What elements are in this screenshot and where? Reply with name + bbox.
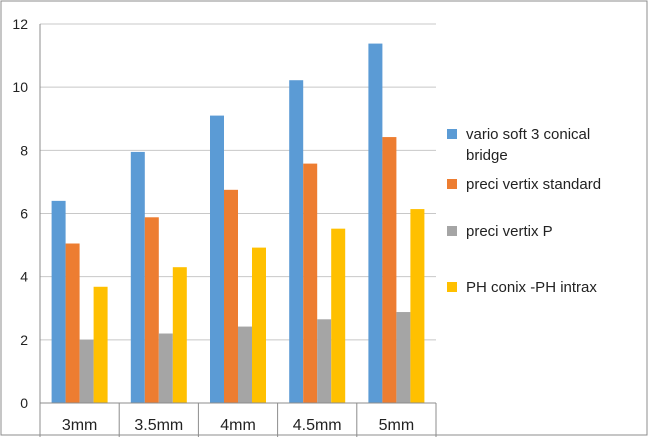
bar-3mm-series-4 xyxy=(93,286,108,403)
y-tick-labels: 0 2 4 6 8 10 12 xyxy=(12,16,28,411)
bar-4.5mm-series-3 xyxy=(317,319,332,403)
y-tick-label-8: 8 xyxy=(20,142,28,158)
legend-swatch-4 xyxy=(447,282,457,292)
bar-4.5mm-series-4 xyxy=(331,228,346,403)
x-tick-labels: 3mm 3.5mm 4mm 4.5mm 5mm xyxy=(62,417,414,434)
legend-swatch-3 xyxy=(447,226,457,236)
bar-5mm-series-3 xyxy=(396,312,411,403)
bar-4mm-series-1 xyxy=(210,115,224,403)
legend-label-1-line-2: bridge xyxy=(466,147,508,164)
axes xyxy=(39,24,437,437)
bar-5mm-series-2 xyxy=(382,137,397,403)
legend-swatch-1 xyxy=(447,129,457,139)
x-tick-label-4mm: 4mm xyxy=(220,417,256,434)
y-tick-label-6: 6 xyxy=(20,206,28,222)
bar-4mm-series-2 xyxy=(224,189,238,403)
x-tick-label-3.5mm: 3.5mm xyxy=(134,417,183,434)
y-tick-label-10: 10 xyxy=(12,79,28,95)
bar-3.5mm-series-3 xyxy=(158,333,173,403)
legend-entry-3: preci vertix P xyxy=(447,223,553,240)
legend: vario soft 3 conical bridge preci vertix s… xyxy=(447,126,601,296)
y-tick-label-2: 2 xyxy=(20,332,28,348)
bar-5mm-series-1 xyxy=(368,43,383,403)
legend-entry-1: vario soft 3 conical bridge xyxy=(447,126,590,164)
bar-4mm-series-4 xyxy=(252,247,266,403)
bar-4mm-series-3 xyxy=(238,326,252,403)
legend-label-1-line-1: vario soft 3 conical xyxy=(466,126,590,143)
x-tick-label-5mm: 5mm xyxy=(379,417,415,434)
bar-3.5mm-series-4 xyxy=(172,267,187,403)
x-tick-label-4.5mm: 4.5mm xyxy=(293,417,342,434)
y-tick-label-0: 0 xyxy=(20,395,28,411)
legend-label-2-line-1: preci vertix standard xyxy=(466,176,601,193)
bar-3.5mm-series-1 xyxy=(130,151,145,403)
bar-4.5mm-series-1 xyxy=(289,80,304,404)
bar-3mm-series-1 xyxy=(51,200,66,403)
bar-4.5mm-series-2 xyxy=(303,163,318,403)
y-tick-label-4: 4 xyxy=(20,269,28,285)
legend-label-3-line-1: preci vertix P xyxy=(466,223,553,240)
legend-label-4-line-1: PH conix -PH intrax xyxy=(466,279,597,296)
legend-entry-2: preci vertix standard xyxy=(447,176,601,193)
bar-3mm-series-3 xyxy=(79,339,94,403)
bar-3mm-series-2 xyxy=(65,243,80,403)
bars xyxy=(51,43,425,404)
bar-5mm-series-4 xyxy=(410,209,425,403)
y-tick-label-12: 12 xyxy=(12,16,28,32)
legend-entry-4: PH conix -PH intrax xyxy=(447,279,597,296)
x-tick-label-3mm: 3mm xyxy=(62,417,98,434)
legend-swatch-2 xyxy=(447,179,457,189)
bar-3.5mm-series-2 xyxy=(144,217,159,403)
